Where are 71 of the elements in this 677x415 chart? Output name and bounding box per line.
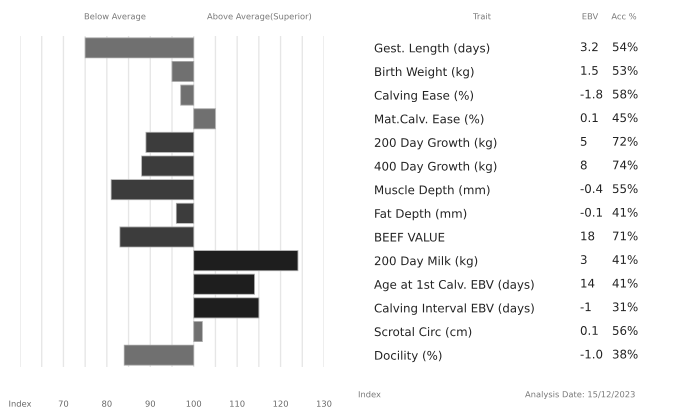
x-tick-label: 80 bbox=[102, 400, 112, 407]
bar bbox=[193, 297, 260, 318]
text: Analysis Date: 15/12/2023 bbox=[525, 390, 635, 400]
text: Acc % bbox=[611, 13, 636, 20]
text: Index bbox=[358, 390, 381, 398]
y-tick-label: Docility (%) bbox=[375, 350, 442, 362]
bar bbox=[124, 344, 194, 366]
text: 56% bbox=[612, 326, 638, 335]
text: EBV bbox=[582, 13, 598, 20]
text: -0.4 bbox=[580, 184, 602, 194]
text: Below Average bbox=[84, 12, 146, 22]
y-tick-label: 200 Day Milk (kg) bbox=[374, 256, 478, 268]
text: 3.2 bbox=[580, 42, 598, 52]
x-tick-label: 70 bbox=[58, 400, 68, 407]
x-tick-label: 120 bbox=[274, 400, 288, 407]
bar bbox=[84, 37, 194, 58]
x-tick-label: 110 bbox=[230, 400, 245, 407]
bar bbox=[119, 226, 194, 248]
text: 18 bbox=[581, 231, 594, 240]
bar bbox=[172, 60, 194, 82]
text: 45% bbox=[612, 113, 638, 122]
text: 5 bbox=[580, 137, 586, 146]
text: 0.1 bbox=[580, 326, 598, 335]
text: 41% bbox=[612, 278, 638, 288]
y-tick-label: Age at 1st Calv. EBV (days) bbox=[374, 280, 534, 292]
bar bbox=[176, 202, 194, 224]
text: 41% bbox=[612, 255, 638, 264]
bar bbox=[146, 132, 194, 153]
text: 8 bbox=[580, 160, 587, 170]
bar bbox=[193, 321, 203, 342]
text: 74% bbox=[612, 160, 638, 170]
text: 54% bbox=[612, 42, 638, 52]
text: 71% bbox=[612, 231, 638, 240]
bar bbox=[193, 250, 298, 272]
x-tick-label: Index bbox=[9, 400, 32, 407]
text: -1.8 bbox=[580, 90, 602, 99]
text: 3 bbox=[580, 255, 587, 264]
text: 58% bbox=[612, 90, 638, 99]
text: 55% bbox=[612, 184, 638, 194]
text: 0.1 bbox=[580, 113, 598, 122]
x-tick-label: 100 bbox=[186, 400, 202, 407]
bar bbox=[193, 274, 255, 295]
bar bbox=[141, 156, 194, 177]
text: 38% bbox=[612, 350, 638, 359]
y-tick-label: 400 Day Growth (kg) bbox=[374, 162, 496, 173]
text: Above Average(Superior) bbox=[207, 12, 312, 22]
text: -0.1 bbox=[580, 208, 602, 217]
y-tick-label: 200 Day Growth (kg) bbox=[374, 138, 496, 150]
y-tick-label: Mat.Calv. Ease (%) bbox=[375, 114, 484, 125]
y-tick-label: Muscle Depth (mm) bbox=[375, 185, 490, 197]
text: 72% bbox=[612, 136, 638, 146]
bar bbox=[193, 108, 216, 130]
x-tick-label: 130 bbox=[316, 400, 332, 407]
text: 41% bbox=[612, 208, 638, 217]
text: -1.0 bbox=[580, 350, 602, 359]
x-tick-label: 90 bbox=[146, 400, 156, 407]
text: 53% bbox=[612, 66, 638, 75]
bar bbox=[110, 179, 194, 200]
text: 14 bbox=[581, 278, 594, 288]
y-tick-label: Calving Ease (%) bbox=[374, 90, 474, 102]
y-tick-label: Scrotal Circ (cm) bbox=[374, 327, 472, 338]
bar bbox=[180, 84, 194, 106]
y-tick-label: Gest. Length (days) bbox=[374, 43, 490, 55]
y-tick-label: BEEF VALUE bbox=[375, 232, 444, 242]
y-tick-label: Birth Weight (kg) bbox=[375, 66, 474, 78]
y-tick-label: Calving Interval EBV (days) bbox=[374, 303, 534, 315]
y-tick-label: Fat Depth (mm) bbox=[375, 208, 466, 220]
text: Trait bbox=[472, 12, 491, 20]
text: -1 bbox=[580, 302, 591, 312]
text: 1.5 bbox=[581, 66, 598, 75]
text: 31% bbox=[612, 302, 638, 312]
